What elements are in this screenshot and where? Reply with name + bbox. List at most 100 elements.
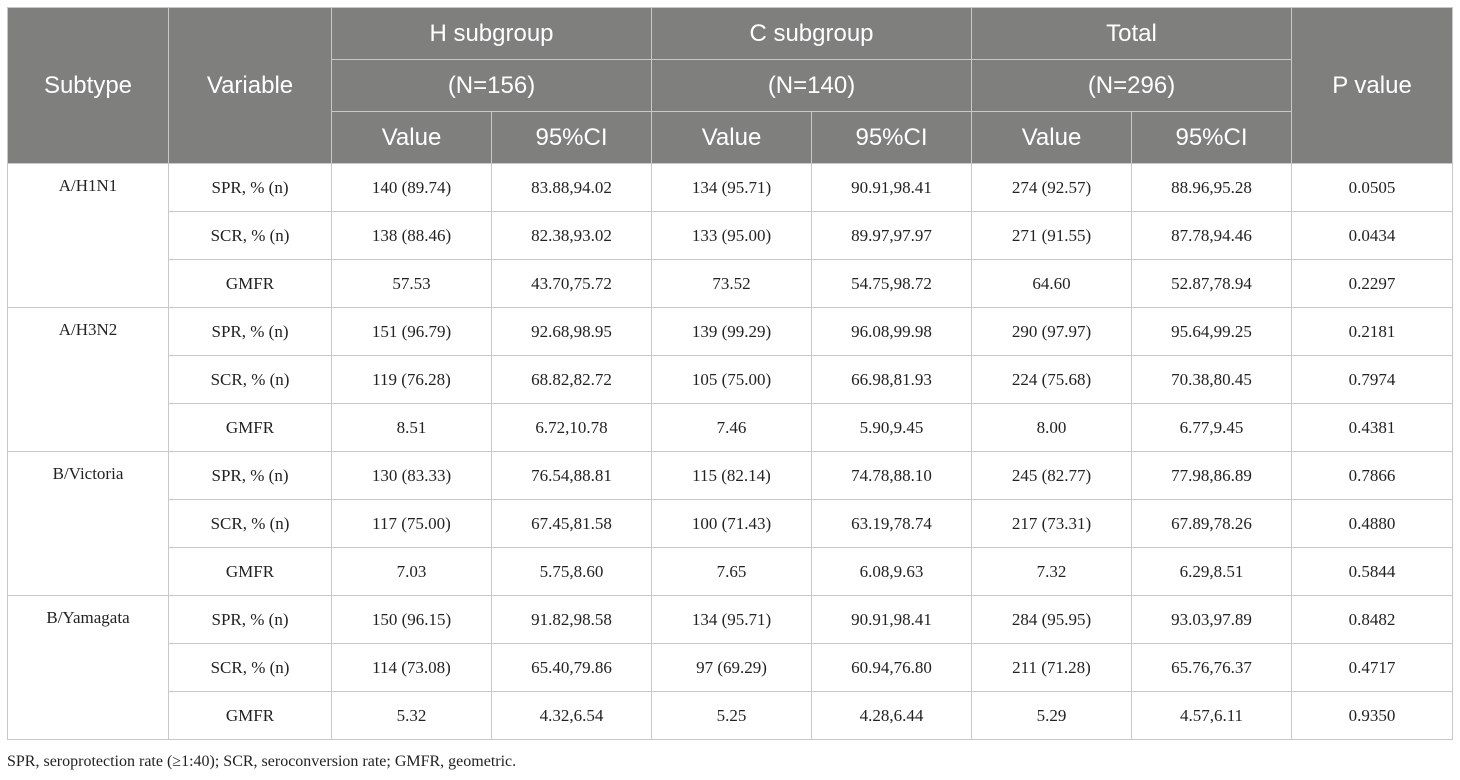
table-row: A/H3N2 SPR, % (n) 151 (96.79) 92.68,98.95 13… <box>7 307 1453 452</box>
ci-cell: 93.03,97.89 <box>1131 595 1292 644</box>
value-cell: 7.65 <box>651 547 812 596</box>
variable-cell: GMFR <box>168 691 332 740</box>
ci-cell: 87.78,94.46 <box>1131 211 1292 260</box>
value-cell: 97 (69.29) <box>651 643 812 692</box>
ci-cell: 52.87,78.94 <box>1131 259 1292 308</box>
value-cell: 117 (75.00) <box>331 499 492 548</box>
ci-cell: 67.89,78.26 <box>1131 499 1292 548</box>
header-n-c: (N=140) <box>651 59 972 112</box>
ci-cell: 5.75,8.60 <box>491 547 652 596</box>
table-row: SCR, % (n) 119 (76.28) 68.82,82.72 105 (75.… <box>8 355 1453 404</box>
header-value: Value <box>971 111 1132 164</box>
table-row: GMFR 5.32 4.32,6.54 5.25 4.28,6.44 5.29 4.57,6… <box>8 691 1453 740</box>
value-cell: 217 (73.31) <box>971 499 1132 548</box>
value-cell: 105 (75.00) <box>651 355 812 404</box>
value-cell: 115 (82.14) <box>651 451 812 500</box>
value-cell: 57.53 <box>331 259 492 308</box>
ci-cell: 5.90,9.45 <box>811 403 972 452</box>
ci-cell: 6.77,9.45 <box>1131 403 1292 452</box>
ci-cell: 95.64,99.25 <box>1131 307 1292 356</box>
p-value-cell: 0.9350 <box>1291 691 1453 740</box>
value-cell: 130 (83.33) <box>331 451 492 500</box>
variable-cell: GMFR <box>168 547 332 596</box>
value-cell: 224 (75.68) <box>971 355 1132 404</box>
table-body: A/H1N1 SPR, % (n) 140 (89.74) 83.88,94.02 13… <box>7 163 1453 740</box>
ci-cell: 88.96,95.28 <box>1131 163 1292 212</box>
ci-cell: 68.82,82.72 <box>491 355 652 404</box>
header-ci: 95%CI <box>1131 111 1292 164</box>
value-cell: 7.46 <box>651 403 812 452</box>
value-cell: 119 (76.28) <box>331 355 492 404</box>
variable-cell: SPR, % (n) <box>168 163 332 212</box>
ci-cell: 6.08,9.63 <box>811 547 972 596</box>
variable-cell: SCR, % (n) <box>168 355 332 404</box>
header-value: Value <box>651 111 812 164</box>
value-cell: 271 (91.55) <box>971 211 1132 260</box>
p-value-cell: 0.4717 <box>1291 643 1453 692</box>
p-value-cell: 0.2181 <box>1291 307 1453 356</box>
value-cell: 64.60 <box>971 259 1132 308</box>
ci-cell: 91.82,98.58 <box>491 595 652 644</box>
ci-cell: 90.91,98.41 <box>811 163 972 212</box>
results-table: Subtype Variable H subgroup C subgroup T… <box>7 7 1453 740</box>
ci-cell: 4.57,6.11 <box>1131 691 1292 740</box>
value-cell: 5.32 <box>331 691 492 740</box>
header-group-c: C subgroup <box>651 7 972 60</box>
ci-cell: 43.70,75.72 <box>491 259 652 308</box>
subtype-cell: B/Yamagata <box>7 595 169 740</box>
ci-cell: 82.38,93.02 <box>491 211 652 260</box>
value-cell: 290 (97.97) <box>971 307 1132 356</box>
value-cell: 100 (71.43) <box>651 499 812 548</box>
value-cell: 138 (88.46) <box>331 211 492 260</box>
ci-cell: 90.91,98.41 <box>811 595 972 644</box>
ci-cell: 63.19,78.74 <box>811 499 972 548</box>
variable-cell: GMFR <box>168 259 332 308</box>
table-row: SCR, % (n) 117 (75.00) 67.45,81.58 100 (71.… <box>8 499 1453 548</box>
subtype-cell: B/Victoria <box>7 451 169 596</box>
value-cell: 8.51 <box>331 403 492 452</box>
value-cell: 284 (95.95) <box>971 595 1132 644</box>
header-p-value: P value <box>1291 7 1453 164</box>
table-row: GMFR 7.03 5.75,8.60 7.65 6.08,9.63 7.32 6.29,8… <box>8 547 1453 596</box>
header-ci: 95%CI <box>491 111 652 164</box>
value-cell: 133 (95.00) <box>651 211 812 260</box>
ci-cell: 67.45,81.58 <box>491 499 652 548</box>
header-group-total: Total <box>971 7 1292 60</box>
header-subtype: Subtype <box>7 7 169 164</box>
ci-cell: 76.54,88.81 <box>491 451 652 500</box>
header-value: Value <box>331 111 492 164</box>
value-cell: 114 (73.08) <box>331 643 492 692</box>
results-table-container: Subtype Variable H subgroup C subgroup T… <box>7 7 1453 740</box>
variable-cell: SCR, % (n) <box>168 643 332 692</box>
value-cell: 8.00 <box>971 403 1132 452</box>
variable-cell: SCR, % (n) <box>168 499 332 548</box>
table-row: SCR, % (n) 138 (88.46) 82.38,93.02 133 (95.… <box>8 211 1453 260</box>
table-header: Subtype Variable H subgroup C subgroup T… <box>7 7 1453 164</box>
header-variable: Variable <box>168 7 332 164</box>
variable-cell: SPR, % (n) <box>168 307 332 356</box>
ci-cell: 74.78,88.10 <box>811 451 972 500</box>
header-group-h: H subgroup <box>331 7 652 60</box>
p-value-cell: 0.5844 <box>1291 547 1453 596</box>
ci-cell: 4.32,6.54 <box>491 691 652 740</box>
table-row: B/Victoria SPR, % (n) 130 (83.33) 76.54,88.… <box>7 451 1453 596</box>
variable-cell: GMFR <box>168 403 332 452</box>
ci-cell: 66.98,81.93 <box>811 355 972 404</box>
value-cell: 211 (71.28) <box>971 643 1132 692</box>
value-cell: 140 (89.74) <box>331 163 492 212</box>
ci-cell: 96.08,99.98 <box>811 307 972 356</box>
value-cell: 139 (99.29) <box>651 307 812 356</box>
value-cell: 245 (82.77) <box>971 451 1132 500</box>
p-value-cell: 0.7974 <box>1291 355 1453 404</box>
ci-cell: 65.40,79.86 <box>491 643 652 692</box>
ci-cell: 92.68,98.95 <box>491 307 652 356</box>
value-cell: 5.25 <box>651 691 812 740</box>
value-cell: 150 (96.15) <box>331 595 492 644</box>
p-value-cell: 0.4880 <box>1291 499 1453 548</box>
table-footnote: SPR, seroprotection rate (≥1:40); SCR, s… <box>7 753 517 770</box>
ci-cell: 70.38,80.45 <box>1131 355 1292 404</box>
variable-cell: SPR, % (n) <box>168 451 332 500</box>
value-cell: 73.52 <box>651 259 812 308</box>
table-row: A/H1N1 SPR, % (n) 140 (89.74) 83.88,94.02 13… <box>7 163 1453 308</box>
p-value-cell: 0.2297 <box>1291 259 1453 308</box>
